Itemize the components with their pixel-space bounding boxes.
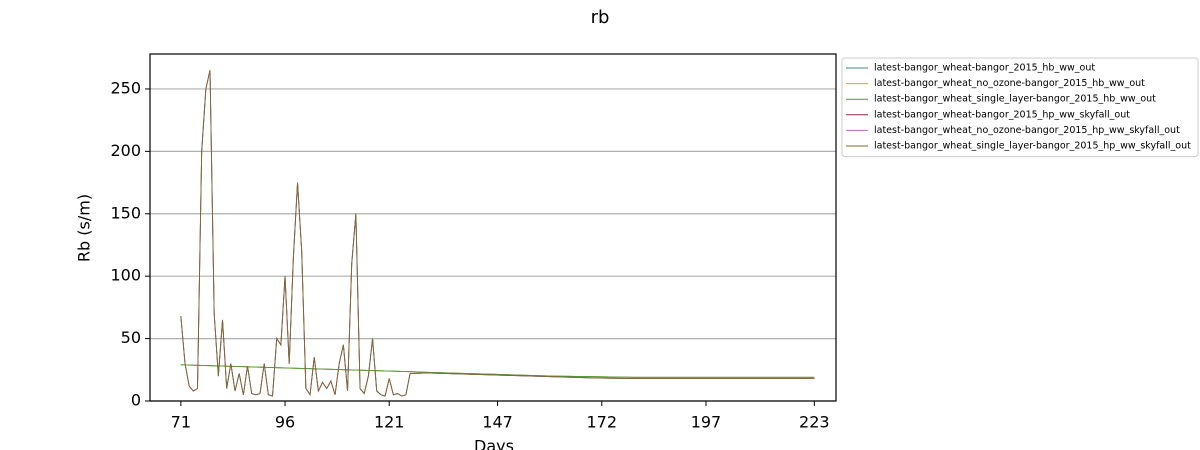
x-tick-label: 71 <box>171 413 191 432</box>
y-tick-label: 250 <box>110 78 141 97</box>
y-tick-label: 200 <box>110 141 141 160</box>
legend-label: latest-bangor_wheat-bangor_2015_hb_ww_ou… <box>874 63 1095 74</box>
x-tick-label: 147 <box>482 413 513 432</box>
x-axis-label: Days <box>474 437 514 450</box>
x-tick-label: 223 <box>799 413 830 432</box>
legend-box <box>841 57 1199 158</box>
y-tick-label: 0 <box>131 391 141 410</box>
legend-label: latest-bangor_wheat_no_ozone-bangor_2015… <box>874 125 1180 136</box>
y-tick-label: 100 <box>110 266 141 285</box>
legend-label: latest-bangor_wheat_single_layer-bangor_… <box>874 141 1191 152</box>
y-tick-label: 50 <box>121 328 141 347</box>
chart-title: rb <box>591 7 610 28</box>
y-tick-label: 150 <box>110 203 141 222</box>
x-tick-label: 121 <box>374 413 405 432</box>
legend-label: latest-bangor_wheat_single_layer-bangor_… <box>874 94 1156 105</box>
x-tick-label: 197 <box>691 413 722 432</box>
series-line <box>180 364 815 378</box>
legend-label: latest-bangor_wheat-bangor_2015_hp_ww_sk… <box>874 109 1130 120</box>
legend-label: latest-bangor_wheat_no_ozone-bangor_2015… <box>874 78 1145 89</box>
x-tick-label: 96 <box>275 413 295 432</box>
y-axis-label: Rb (s/m) <box>75 194 94 262</box>
x-tick-label: 172 <box>587 413 618 432</box>
series-line <box>180 70 815 397</box>
plot-frame <box>149 53 837 402</box>
